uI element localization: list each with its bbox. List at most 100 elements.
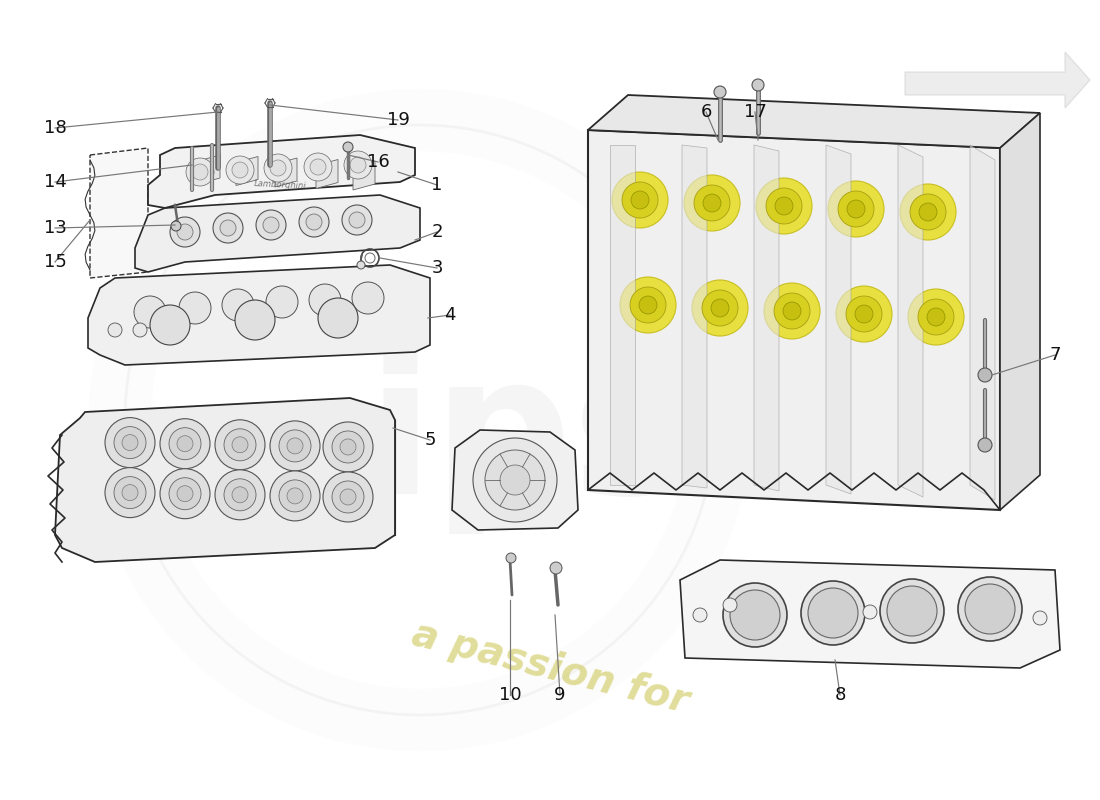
Circle shape <box>352 282 384 314</box>
Circle shape <box>723 598 737 612</box>
Text: 6: 6 <box>701 103 712 121</box>
Circle shape <box>714 86 726 98</box>
Polygon shape <box>198 155 220 184</box>
Circle shape <box>104 418 155 467</box>
Circle shape <box>692 280 748 336</box>
Circle shape <box>256 210 286 240</box>
Circle shape <box>978 368 992 382</box>
Text: 17: 17 <box>744 103 767 121</box>
Circle shape <box>122 434 138 450</box>
Circle shape <box>177 224 192 240</box>
Circle shape <box>114 477 146 509</box>
Circle shape <box>114 426 146 458</box>
Text: 9: 9 <box>554 686 565 704</box>
Circle shape <box>684 175 740 231</box>
Circle shape <box>179 292 211 324</box>
Circle shape <box>927 308 945 326</box>
Polygon shape <box>826 145 851 494</box>
Circle shape <box>270 160 286 176</box>
Polygon shape <box>88 265 430 365</box>
Circle shape <box>358 261 365 269</box>
Text: 19: 19 <box>386 111 409 129</box>
Text: ips: ips <box>367 346 689 534</box>
Circle shape <box>332 431 364 463</box>
Circle shape <box>310 159 326 175</box>
Polygon shape <box>452 430 578 530</box>
Text: 2: 2 <box>431 223 442 241</box>
Text: 7: 7 <box>1049 346 1060 364</box>
Text: 5: 5 <box>425 431 436 449</box>
Circle shape <box>340 489 356 505</box>
Text: 18: 18 <box>44 119 66 137</box>
Circle shape <box>134 296 166 328</box>
Circle shape <box>232 437 248 453</box>
Circle shape <box>299 207 329 237</box>
Circle shape <box>104 467 155 518</box>
Circle shape <box>730 590 780 640</box>
Circle shape <box>263 217 279 233</box>
Circle shape <box>473 438 557 522</box>
Polygon shape <box>682 145 707 488</box>
Circle shape <box>160 469 210 518</box>
Circle shape <box>836 286 892 342</box>
Circle shape <box>343 142 353 152</box>
Circle shape <box>177 486 192 502</box>
Text: 10: 10 <box>498 686 521 704</box>
Circle shape <box>235 300 275 340</box>
Circle shape <box>133 323 147 337</box>
Circle shape <box>169 428 201 460</box>
Circle shape <box>306 214 322 230</box>
Circle shape <box>847 200 865 218</box>
Text: 16: 16 <box>366 153 389 171</box>
Polygon shape <box>898 145 923 497</box>
Circle shape <box>214 470 265 520</box>
Circle shape <box>702 290 738 326</box>
Circle shape <box>752 79 764 91</box>
Circle shape <box>828 181 884 237</box>
Polygon shape <box>236 157 258 186</box>
Circle shape <box>220 220 236 236</box>
Circle shape <box>711 299 729 317</box>
Circle shape <box>279 480 311 512</box>
Circle shape <box>122 485 138 501</box>
Circle shape <box>631 191 649 209</box>
Circle shape <box>350 157 366 173</box>
Circle shape <box>500 465 530 495</box>
Circle shape <box>506 553 516 563</box>
Circle shape <box>340 439 356 455</box>
Circle shape <box>846 296 882 332</box>
Circle shape <box>160 418 210 469</box>
Circle shape <box>1033 611 1047 625</box>
Circle shape <box>783 302 801 320</box>
Polygon shape <box>55 398 395 562</box>
Circle shape <box>270 421 320 471</box>
Polygon shape <box>148 135 415 208</box>
Circle shape <box>808 588 858 638</box>
Polygon shape <box>1000 113 1040 510</box>
Circle shape <box>232 162 248 178</box>
Circle shape <box>186 158 214 186</box>
Circle shape <box>764 283 820 339</box>
Circle shape <box>723 583 786 647</box>
Circle shape <box>279 430 311 462</box>
Circle shape <box>801 581 865 645</box>
Circle shape <box>864 605 877 619</box>
Circle shape <box>703 194 720 212</box>
Text: a passion for: a passion for <box>408 615 692 721</box>
Circle shape <box>170 221 182 231</box>
Circle shape <box>918 203 937 221</box>
Circle shape <box>612 172 668 228</box>
Circle shape <box>323 422 373 472</box>
Circle shape <box>900 184 956 240</box>
Circle shape <box>766 188 802 224</box>
Circle shape <box>694 185 730 221</box>
Polygon shape <box>588 130 1000 510</box>
Polygon shape <box>680 560 1060 668</box>
Text: 1: 1 <box>431 176 442 194</box>
Circle shape <box>639 296 657 314</box>
Circle shape <box>304 153 332 181</box>
Circle shape <box>908 289 964 345</box>
Circle shape <box>232 486 248 503</box>
Circle shape <box>978 438 992 452</box>
Circle shape <box>318 298 358 338</box>
